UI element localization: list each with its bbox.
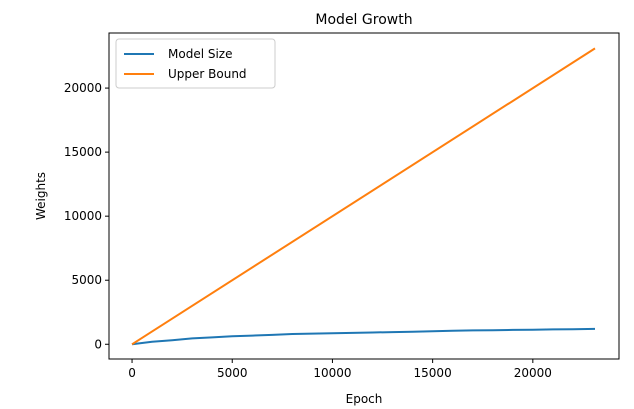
chart-title: Model Growth (315, 12, 412, 28)
x-axis-label: Epoch (346, 392, 383, 406)
series-line-upper-bound (131, 47, 596, 346)
y-tick-label: 10000 (64, 209, 102, 223)
legend-label-model-size: Model Size (168, 47, 232, 61)
legend-box (115, 38, 276, 89)
y-axis-label: Weights (34, 172, 48, 220)
legend-label-upper-bound: Upper Bound (168, 67, 247, 81)
x-tick-label: 10000 (313, 366, 351, 380)
y-tick-label: 20000 (64, 81, 102, 95)
y-tick-label: 0 (94, 337, 102, 351)
x-tick-label: 15000 (414, 366, 452, 380)
legend: Model Size Upper Bound (115, 38, 276, 89)
x-tick-label: 0 (128, 366, 136, 380)
x-tick-label: 20000 (514, 366, 552, 380)
x-tick-label: 5000 (217, 366, 248, 380)
y-tick-label: 5000 (71, 273, 102, 287)
y-tick-label: 15000 (64, 145, 102, 159)
plot-frame (108, 32, 620, 360)
series-line-model-size (131, 327, 596, 346)
series-layer (131, 47, 596, 346)
ticks-layer: 0 5000 10000 15000 20000 0 5000 10000 15000 20000 (64, 81, 552, 380)
